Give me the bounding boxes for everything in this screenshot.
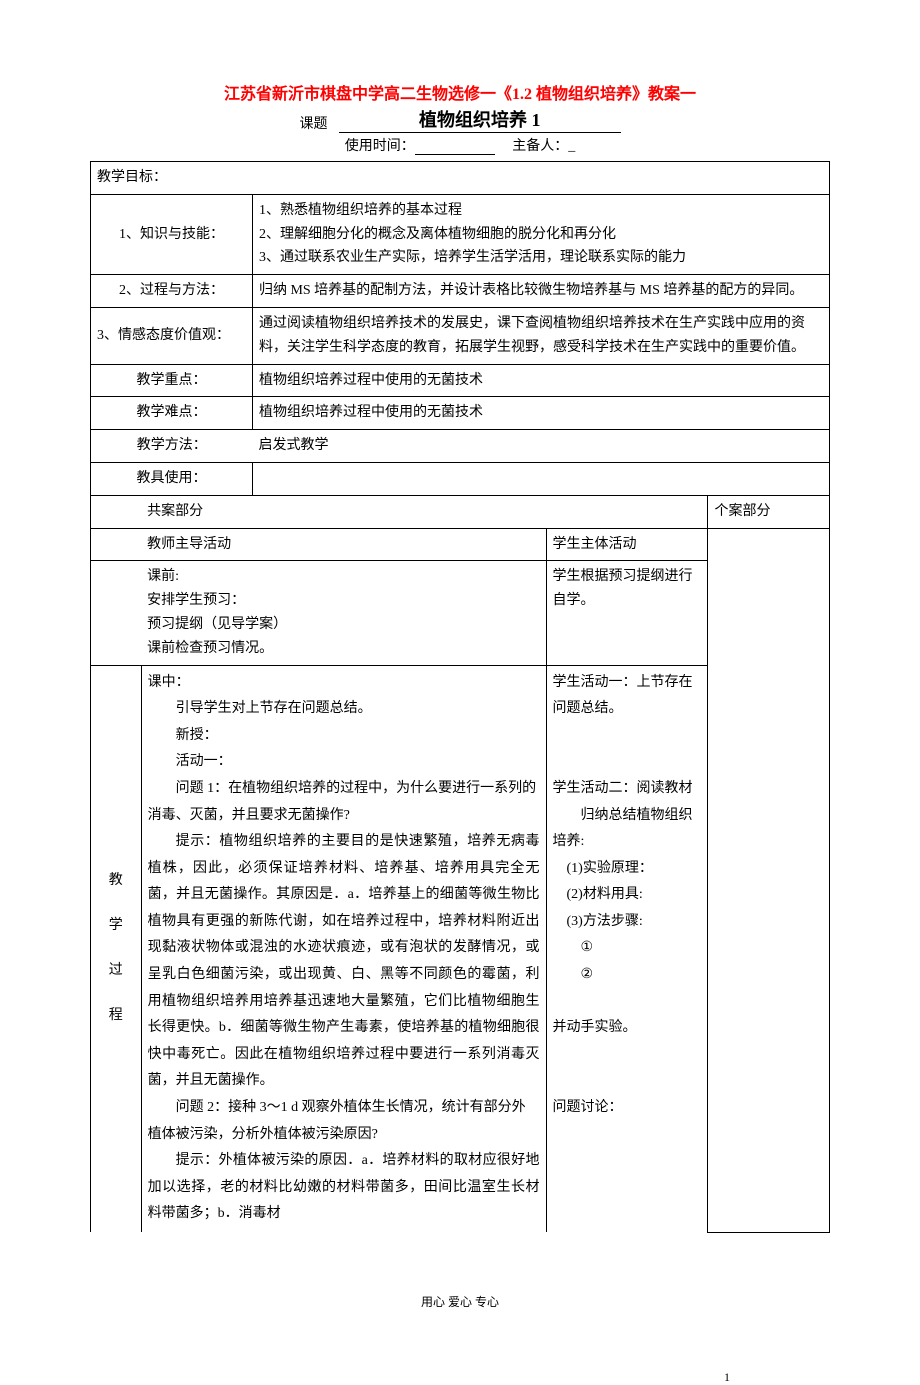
goal1-label: 1、知识与技能： xyxy=(91,194,253,274)
goal2-content: 归纳 MS 培养基的配制方法，并设计表格比较微生物培养基与 MS 培养基的配方的… xyxy=(252,275,829,308)
meta-author-label: 主备人：_ xyxy=(512,139,575,154)
s-act2-l2: 归纳总结植物组织培养: xyxy=(553,803,702,856)
t-q1: 问题 1：在植物组织培养的过程中，为什么要进行一系列的消毒、灭菌，并且要求无菌操… xyxy=(148,776,540,829)
goal2-label: 2、过程与方法： xyxy=(91,275,253,308)
tools-label: 教具使用： xyxy=(91,462,253,495)
t-l2: 新授： xyxy=(148,723,540,750)
keypoint-label: 教学重点： xyxy=(91,364,253,397)
spacer-cell xyxy=(91,528,142,561)
s-act2-l7: ② xyxy=(553,962,702,989)
inclass-title: 课中： xyxy=(148,670,540,697)
inclass-teacher: 课中： 引导学生对上节存在问题总结。 新授： 活动一： 问题 1：在植物组织培养… xyxy=(141,665,546,1232)
goal-header-cell: 教学目标： xyxy=(91,162,830,195)
method-label: 教学方法： xyxy=(91,430,253,463)
student-lead-label: 学生主体活动 xyxy=(546,528,708,561)
goal1-content: 1、熟悉植物组织培养的基本过程 2、理解细胞分化的概念及离体植物细胞的脱分化和再… xyxy=(252,194,829,274)
method-content: 启发式教学 xyxy=(252,430,829,463)
preclass-l3: 课前检查预习情况。 xyxy=(147,637,539,661)
table-row: 3、情感态度价值观： 通过阅读植物组织培养技术的发展史，课下查阅植物组织培养技术… xyxy=(91,307,830,364)
preclass-l1: 安排学生预习： xyxy=(147,589,539,613)
s-act2-l3: (1)实验原理： xyxy=(553,856,702,883)
meta-row: 使用时间： 主备人：_ xyxy=(90,135,830,155)
table-row: 共案部分 个案部分 xyxy=(91,495,830,528)
t-l3: 活动一： xyxy=(148,749,540,776)
preclass-teacher: 课前: 安排学生预习： 预习提纲（见导学案） 课前检查预习情况。 xyxy=(141,561,546,665)
goal1-c3: 3、通过联系农业生产实际，培养学生活学活用，理论联系实际的能力 xyxy=(259,246,823,270)
preclass-student: 学生根据预习提纲进行自学。 xyxy=(546,561,708,665)
lesson-plan-table: 教学目标： 1、知识与技能： 1、熟悉植物组织培养的基本过程 2、理解细胞分化的… xyxy=(90,161,830,1233)
doc-title-row: 课题 植物组织培养 1 xyxy=(90,106,830,133)
personal-col xyxy=(708,528,830,1232)
inclass-student: 学生活动一：上节存在问题总结。 学生活动二：阅读教材 归纳总结植物组织培养: (… xyxy=(546,665,708,1232)
goal1-c2: 2、理解细胞分化的概念及离体植物细胞的脱分化和再分化 xyxy=(259,223,823,247)
s-act1: 学生活动一：上节存在问题总结。 xyxy=(553,670,702,723)
s-act2-l6: ① xyxy=(553,935,702,962)
t-hint1: 提示：植物组织培养的主要目的是快速繁殖，培养无病毒植株，因此，必须保证培养材料、… xyxy=(148,829,540,1095)
teacher-lead-label: 教师主导活动 xyxy=(141,528,546,561)
footer-page: 1 xyxy=(724,1370,730,1385)
table-row: 教学重点： 植物组织培养过程中使用的无菌技术 xyxy=(91,364,830,397)
table-row: 教学目标： xyxy=(91,162,830,195)
shared-label: 共案部分 xyxy=(141,495,708,528)
table-row: 教学难点： 植物组织培养过程中使用的无菌技术 xyxy=(91,397,830,430)
t-q2: 问题 2：接种 3～1 d 观察外植体生长情况，统计有部分外植体被污染，分析外植… xyxy=(148,1095,540,1148)
side-3: 过 xyxy=(97,949,135,994)
preclass-title: 课前: xyxy=(147,565,539,589)
spacer-cell xyxy=(91,495,142,528)
goal3-label: 3、情感态度价值观： xyxy=(91,307,253,364)
goal1-c1: 1、熟悉植物组织培养的基本过程 xyxy=(259,199,823,223)
s-act2-l4: (2)材料用具: xyxy=(553,882,702,909)
meta-time-label: 使用时间： xyxy=(345,139,415,154)
side-1: 教 xyxy=(97,859,135,904)
footer: 用心 爱心 专心 1 xyxy=(90,1293,830,1310)
spacer-cell xyxy=(91,561,142,665)
table-row: 教具使用： xyxy=(91,462,830,495)
personal-label: 个案部分 xyxy=(708,495,830,528)
s-act2-l1: 学生活动二：阅读教材 xyxy=(553,776,702,803)
s-act2-l8: 并动手实验。 xyxy=(553,1015,702,1042)
t-hint2: 提示：外植体被污染的原因．a．培养材料的取材应很好地加以选择，老的材料比幼嫩的材… xyxy=(148,1148,540,1228)
t-l1: 引导学生对上节存在问题总结。 xyxy=(148,696,540,723)
table-row: 1、知识与技能： 1、熟悉植物组织培养的基本过程 2、理解细胞分化的概念及离体植… xyxy=(91,194,830,274)
footer-motto: 用心 爱心 专心 xyxy=(90,1293,830,1310)
difficulty-content: 植物组织培养过程中使用的无菌技术 xyxy=(252,397,829,430)
title-main: 植物组织培养 1 xyxy=(339,106,621,133)
preclass-l2: 预习提纲（见导学案） xyxy=(147,613,539,637)
difficulty-label: 教学难点： xyxy=(91,397,253,430)
table-row: 2、过程与方法： 归纳 MS 培养基的配制方法，并设计表格比较微生物培养基与 M… xyxy=(91,275,830,308)
meta-time-blank xyxy=(415,141,495,155)
s-act2-l5: (3)方法步骤: xyxy=(553,909,702,936)
doc-title-line1: 江苏省新沂市棋盘中学高二生物选修一《1.2 植物组织培养》教案一 xyxy=(90,80,830,104)
side-4: 程 xyxy=(97,994,135,1039)
side-2: 学 xyxy=(97,904,135,949)
goal3-content: 通过阅读植物组织培养技术的发展史，课下查阅植物组织培养技术在生产实践中应用的资料… xyxy=(252,307,829,364)
s-discuss: 问题讨论： xyxy=(553,1095,702,1122)
table-row: 教师主导活动 学生主体活动 xyxy=(91,528,830,561)
tools-content xyxy=(252,462,829,495)
table-row: 教学方法： 启发式教学 xyxy=(91,430,830,463)
keypoint-content: 植物组织培养过程中使用的无菌技术 xyxy=(252,364,829,397)
process-side-label: 教 学 过 程 xyxy=(91,665,142,1232)
title-label: 课题 xyxy=(300,113,328,133)
